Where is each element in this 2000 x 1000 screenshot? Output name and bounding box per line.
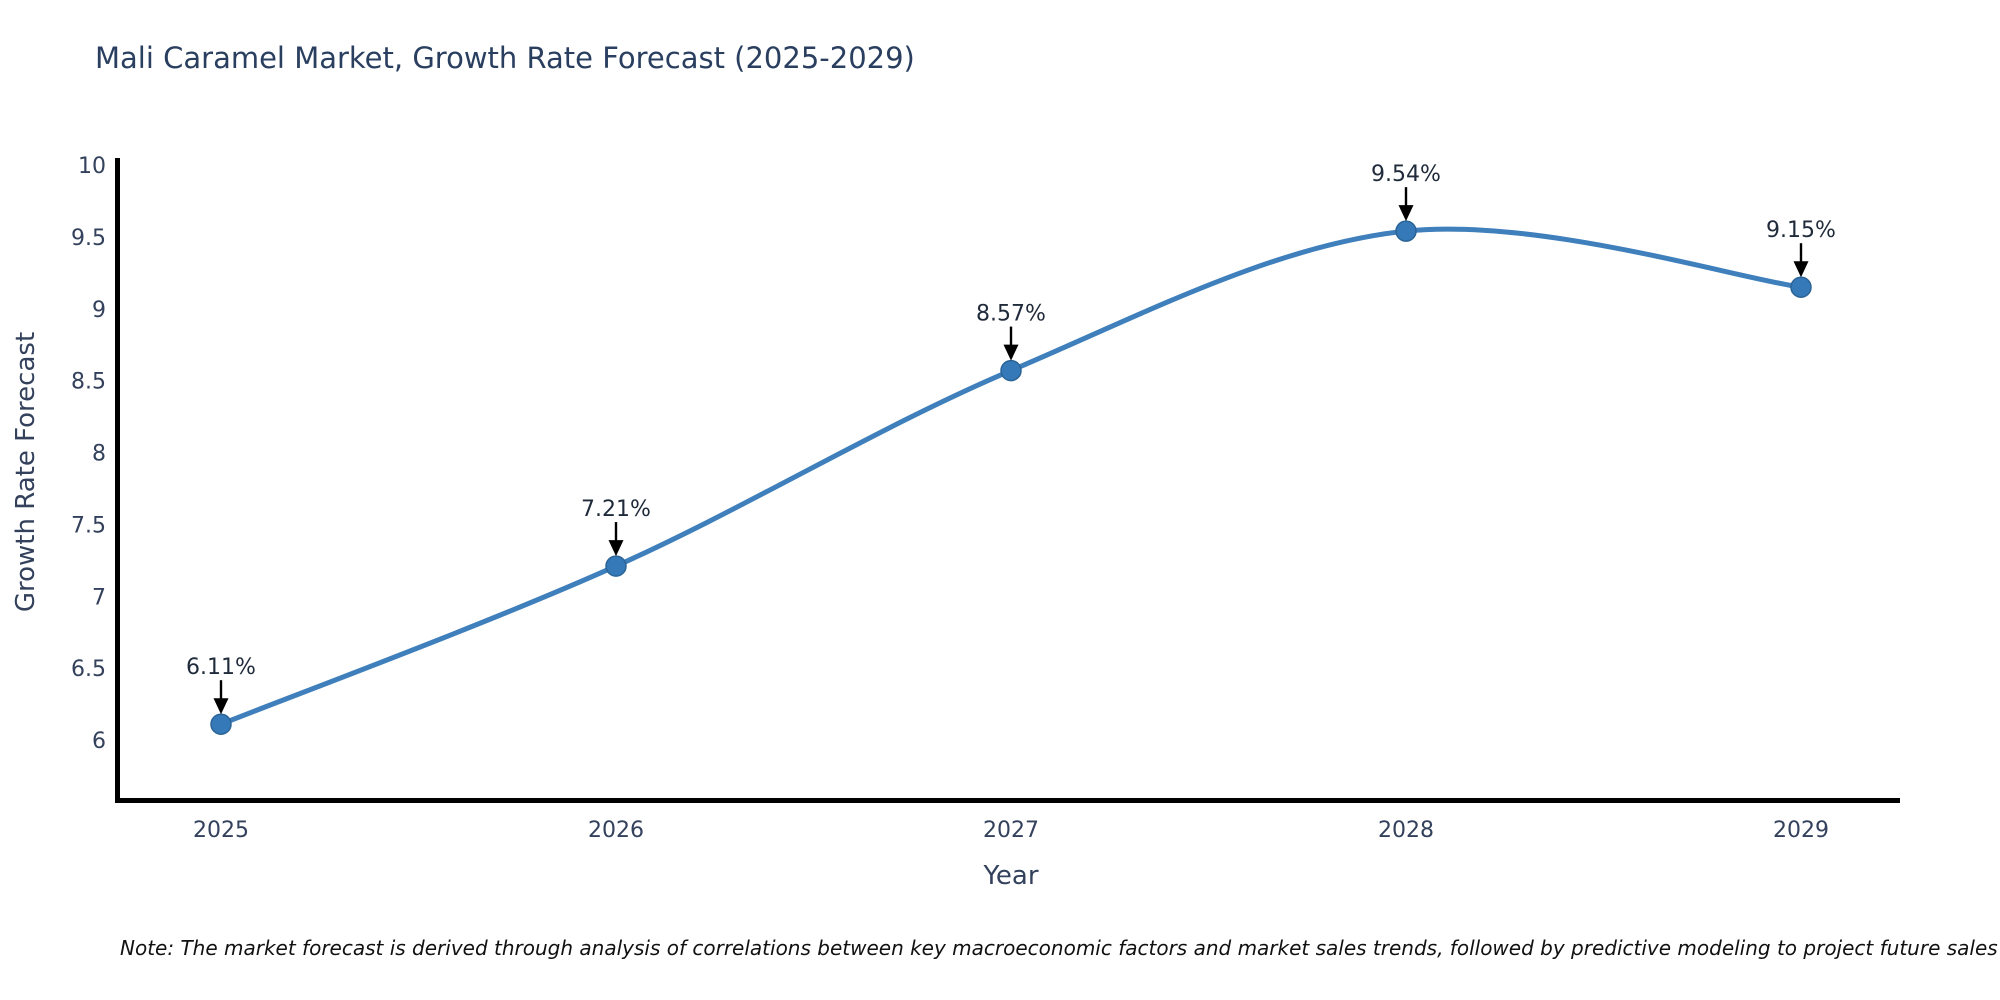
- annotation-arrowhead: [1793, 261, 1809, 278]
- x-tick-label: 2025: [193, 818, 249, 843]
- data-point-label: 7.21%: [581, 497, 651, 522]
- x-tick-label: 2028: [1378, 818, 1434, 843]
- chart-title: Mali Caramel Market, Growth Rate Forecas…: [95, 41, 915, 75]
- annotation-arrowhead: [1398, 205, 1414, 222]
- y-tick-label: 8: [92, 442, 106, 467]
- y-tick-label: 6.5: [71, 657, 106, 682]
- data-point-marker: [1000, 359, 1022, 382]
- data-point-label: 8.57%: [976, 302, 1046, 327]
- y-tick-label: 6: [92, 729, 106, 754]
- x-tick-label: 2027: [983, 818, 1039, 843]
- annotation-arrowhead: [608, 540, 624, 557]
- y-axis-title: Growth Rate Forecast: [11, 332, 41, 612]
- y-tick-label: 9: [92, 298, 106, 323]
- data-point-label: 9.15%: [1766, 218, 1836, 243]
- y-tick-label: 9.5: [71, 226, 106, 251]
- y-tick-label: 7: [92, 585, 106, 610]
- data-point-label: 9.54%: [1371, 162, 1441, 187]
- data-point-marker: [1790, 276, 1812, 298]
- x-tick-label: 2026: [588, 818, 644, 843]
- y-tick-label: 8.5: [71, 370, 106, 395]
- data-point-marker: [1395, 220, 1417, 242]
- annotation-arrowhead: [1003, 344, 1019, 361]
- data-point-marker: [210, 713, 232, 735]
- data-point-label: 6.11%: [186, 655, 256, 680]
- footnote: Note: The market forecast is derived thr…: [120, 936, 1998, 960]
- data-point-marker: [605, 555, 627, 577]
- y-tick-label: 10: [78, 154, 106, 179]
- y-tick-label: 7.5: [71, 513, 106, 538]
- annotation-arrowhead: [213, 698, 229, 715]
- x-tick-label: 2029: [1773, 818, 1829, 843]
- x-axis-title: Year: [982, 861, 1038, 891]
